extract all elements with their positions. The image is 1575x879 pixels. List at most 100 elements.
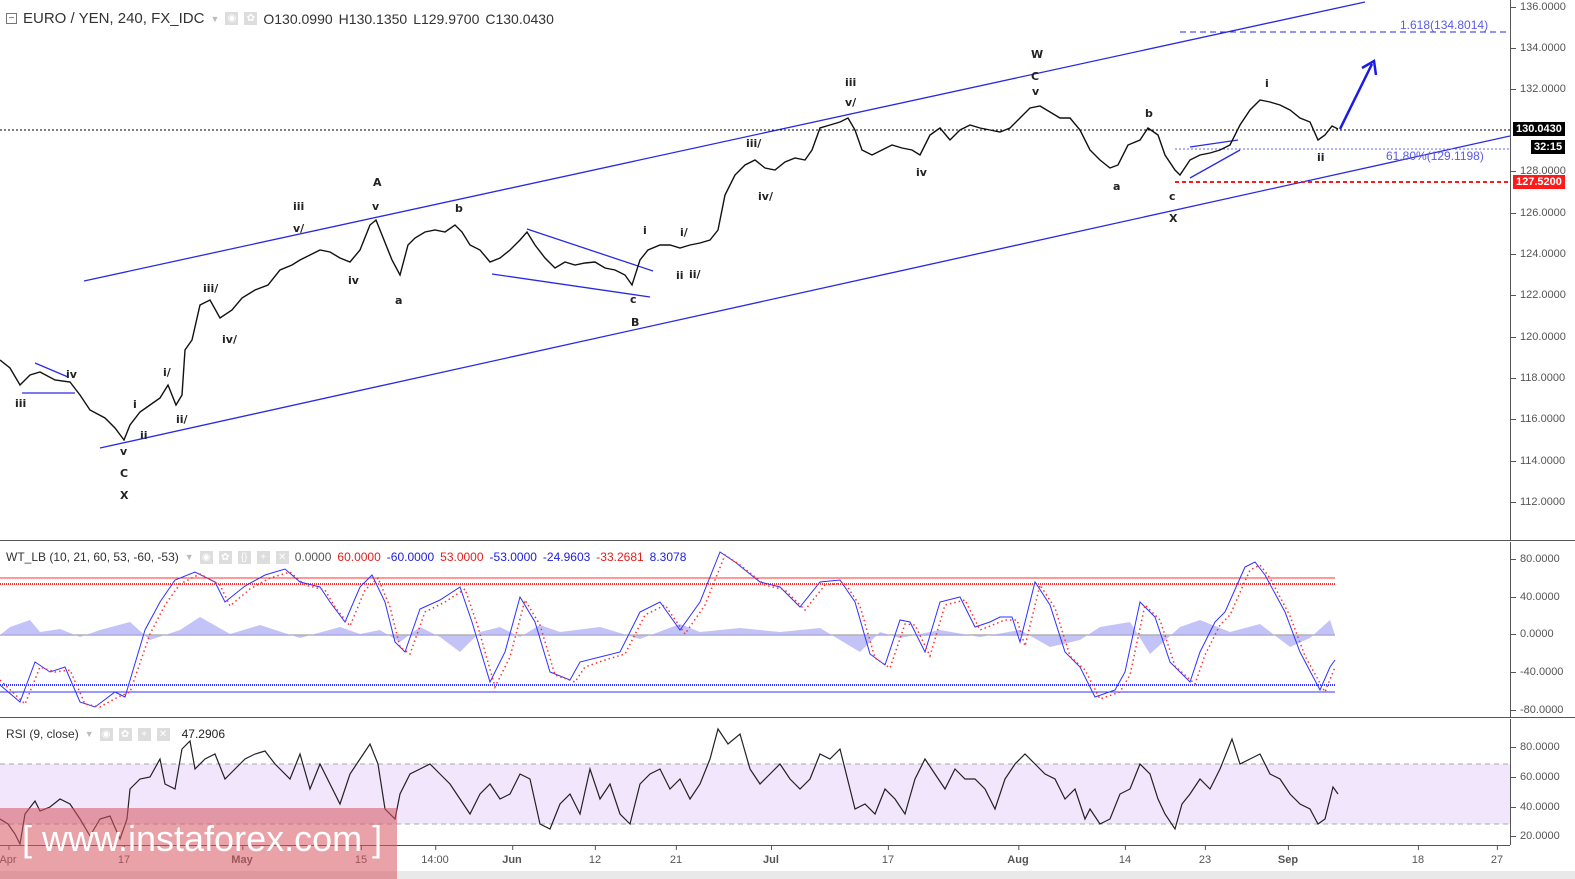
svg-text:i: i [133, 398, 137, 411]
svg-text:iv: iv [916, 166, 928, 179]
svg-text:c: c [630, 293, 637, 306]
svg-text:A: A [373, 176, 382, 189]
wt-indicator-pane[interactable]: WT_LB (10, 21, 60, 53, -60, -53) ▼ ◉ ✿ {… [0, 542, 1510, 718]
wt-legend: WT_LB (10, 21, 60, 53, -60, -53) ▼ ◉ ✿ {… [6, 550, 686, 564]
time-label: Sep [1277, 846, 1299, 866]
current-price-tag: 130.0430 [1513, 122, 1565, 136]
svg-text:iii: iii [15, 397, 26, 410]
watermark-text: [ www.instaforex.com ] [22, 818, 383, 859]
time-label: 21 [669, 846, 683, 866]
rsi-value: 47.2906 [181, 727, 225, 741]
price-tick: 122.0000 [1511, 289, 1566, 301]
wt-label[interactable]: WT_LB (10, 21, 60, 53, -60, -53) [6, 550, 179, 564]
time-label: 23 [1198, 846, 1212, 866]
close-icon[interactable]: ✕ [156, 727, 170, 741]
svg-text:iii: iii [293, 200, 304, 213]
price-tick: 120.0000 [1511, 331, 1566, 343]
chevron-down-icon[interactable]: ▼ [84, 729, 94, 739]
eye-icon[interactable]: ◉ [225, 12, 239, 25]
svg-text:c: c [1169, 190, 1176, 203]
price-tick: 132.0000 [1511, 83, 1566, 95]
plus-icon[interactable]: + [256, 550, 270, 564]
rsi-tick: 40.0000 [1511, 801, 1560, 813]
symbol-title[interactable]: EURO / YEN, 240, FX_IDC [23, 10, 205, 27]
time-label: 17 [881, 846, 895, 866]
svg-text:i: i [1265, 77, 1269, 90]
price-tick: 116.0000 [1511, 413, 1565, 425]
svg-text:b: b [1145, 107, 1153, 120]
wt-value: 0.0000 [294, 550, 332, 564]
svg-text:iii/: iii/ [203, 282, 219, 295]
svg-text:iii/: iii/ [746, 137, 762, 150]
svg-text:C: C [120, 467, 128, 480]
wt-tick: -40.0000 [1511, 666, 1563, 678]
price-tick: 124.0000 [1511, 248, 1566, 260]
svg-text:ii: ii [676, 269, 684, 282]
svg-text:i/: i/ [163, 366, 172, 379]
svg-text:b: b [455, 202, 463, 215]
price-tick: 118.0000 [1511, 372, 1565, 384]
svg-text:C: C [1031, 70, 1039, 83]
wt-tick: 0.0000 [1511, 628, 1554, 640]
eye-icon[interactable]: ◉ [199, 550, 213, 564]
price-tick: 134.0000 [1511, 42, 1566, 54]
svg-text:W: W [1031, 48, 1043, 61]
svg-text:1.618(134.8014): 1.618(134.8014) [1400, 18, 1488, 32]
wt-indicator-canvas[interactable] [0, 542, 1510, 718]
time-label: 14 [1118, 846, 1132, 866]
support-price-tag: 127.5200 [1513, 175, 1565, 189]
close-icon[interactable]: ✕ [275, 550, 289, 564]
source-code-icon[interactable]: {} [237, 550, 251, 564]
wt-value: 60.0000 [337, 550, 381, 564]
wt-tick: 40.0000 [1511, 591, 1560, 603]
gear-icon[interactable]: ✿ [118, 727, 132, 741]
gear-icon[interactable]: ✿ [244, 12, 258, 25]
svg-text:iv/: iv/ [222, 333, 238, 346]
svg-text:v: v [372, 200, 380, 213]
price-legend: − EURO / YEN, 240, FX_IDC ▼ ◉ ✿ O130.099… [6, 10, 554, 27]
svg-text:i/: i/ [680, 226, 689, 239]
rsi-tick: 80.0000 [1511, 741, 1560, 753]
rsi-label[interactable]: RSI (9, close) [6, 727, 79, 741]
gear-icon[interactable]: ✿ [218, 550, 232, 564]
svg-text:iv: iv [66, 368, 78, 381]
wt-value: -60.0000 [386, 550, 435, 564]
eye-icon[interactable]: ◉ [99, 727, 113, 741]
chevron-down-icon[interactable]: ▼ [210, 13, 220, 24]
price-tick: 112.0000 [1511, 496, 1565, 508]
wt-tick: 80.0000 [1511, 553, 1560, 565]
svg-text:a: a [395, 294, 402, 307]
svg-text:v/: v/ [293, 222, 305, 235]
svg-text:ii/: ii/ [689, 268, 702, 281]
plus-icon[interactable]: + [137, 727, 151, 741]
rsi-tick: 60.0000 [1511, 771, 1560, 783]
svg-text:v: v [120, 445, 128, 458]
watermark: [ www.instaforex.com ] [0, 808, 397, 879]
svg-text:iii: iii [845, 76, 856, 89]
svg-text:X: X [120, 489, 129, 502]
svg-text:v/: v/ [845, 96, 857, 109]
wt-axis[interactable]: 80.0000 40.0000 0.0000 -40.0000 -80.0000 [1510, 542, 1575, 718]
svg-text:iv: iv [348, 274, 360, 287]
wt-tick: -80.0000 [1511, 704, 1563, 716]
wt-value: -24.9603 [542, 550, 591, 564]
price-axis[interactable]: 136.0000 134.0000 132.0000 128.0000 126.… [1510, 0, 1575, 541]
time-label: 27 [1490, 846, 1504, 866]
time-label: 18 [1411, 846, 1425, 866]
price-tick: 136.0000 [1511, 1, 1566, 13]
collapse-icon[interactable]: − [6, 13, 17, 24]
svg-text:i: i [643, 224, 647, 237]
open-value: O130.0990 [263, 10, 333, 27]
svg-text:B: B [631, 316, 639, 329]
rsi-tick: 20.0000 [1511, 830, 1560, 842]
price-chart-canvas[interactable]: iii iv v C X i ii i/ ii/ iii/ iv/ iii v/… [0, 0, 1510, 541]
time-label: 12 [588, 846, 602, 866]
price-chart-pane[interactable]: iii iv v C X i ii i/ ii/ iii/ iv/ iii v/… [0, 0, 1510, 541]
low-value: L129.9700 [413, 10, 480, 27]
svg-text:v: v [1032, 85, 1040, 98]
wt-value: -33.2681 [596, 550, 644, 564]
rsi-axis[interactable]: 80.0000 60.0000 40.0000 20.0000 [1510, 719, 1575, 845]
chevron-down-icon[interactable]: ▼ [184, 552, 194, 562]
svg-text:iv/: iv/ [758, 190, 774, 203]
price-tick: 126.0000 [1511, 207, 1566, 219]
